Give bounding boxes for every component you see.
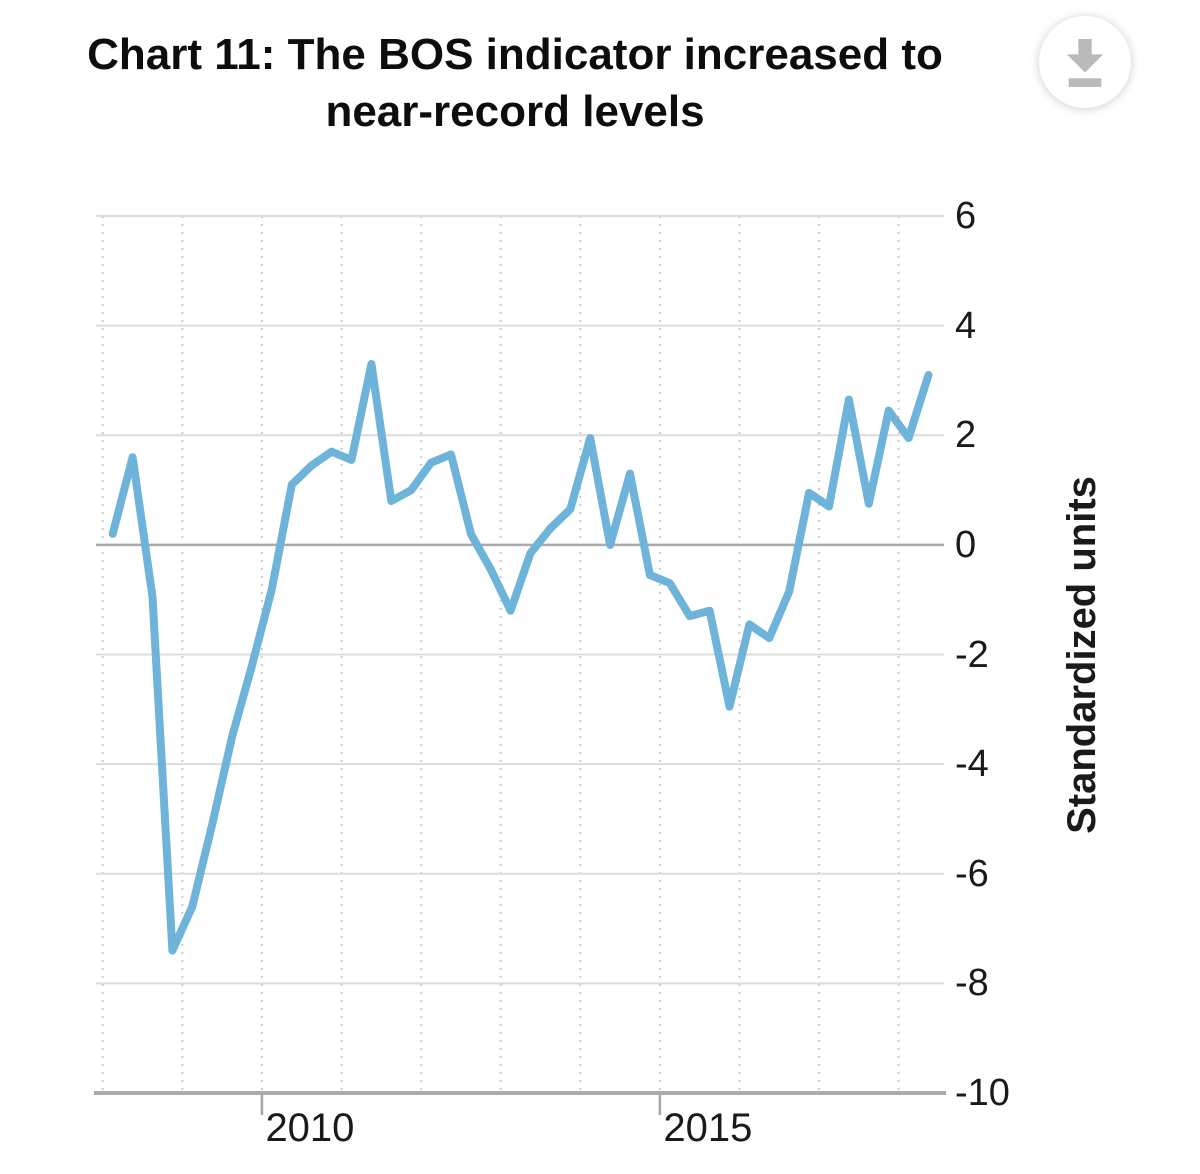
bos-indicator-line — [108, 360, 933, 955]
download-button[interactable] — [1039, 16, 1131, 108]
download-icon — [1062, 37, 1108, 87]
y-axis-title: Standardized units — [1060, 476, 1104, 834]
chart-title: Chart 11: The BOS indicator increased to… — [87, 30, 943, 137]
